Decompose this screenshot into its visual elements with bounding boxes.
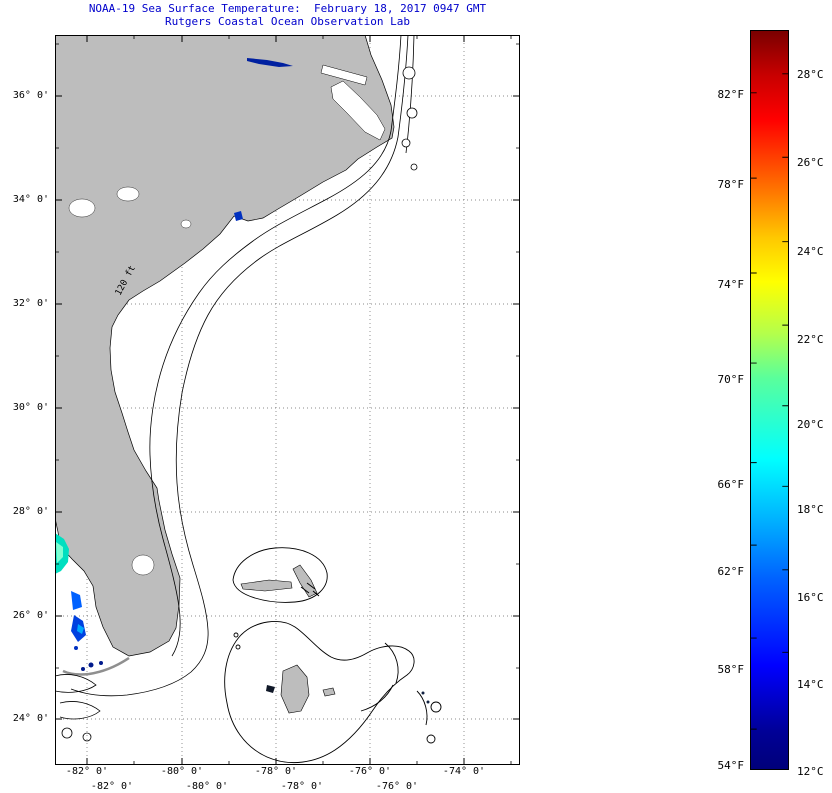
lake [116,186,140,202]
fahrenheit-label: 58°F [717,663,745,676]
y-tick-label: 36° 0' [12,90,49,101]
contour-loop [430,701,442,713]
sst-patch-cyan [77,624,84,634]
colorbar-ticks-right [782,73,788,653]
sst-patch-navy [426,700,430,704]
y-tick-label: 34° 0' [12,194,49,205]
andros-island [280,664,310,714]
x-tick-label: -78° 0' [254,766,298,777]
colorbar [750,30,789,770]
sst-patch-navy [81,667,85,671]
celsius-label: 12°C [797,765,824,778]
sst-patch-navy [99,661,103,665]
lake [68,198,96,218]
florida-bay-contour [55,674,97,693]
fahrenheit-label: 54°F [717,759,745,772]
abaco-island [292,564,318,598]
axis-minor-ticks [55,35,520,765]
sst-patch-navy [88,662,94,668]
lake-okeechobee [131,554,155,576]
grand-bahama-island [240,579,293,592]
colorbar-ticks [751,73,788,730]
cat-island [416,690,428,726]
colorbar-ticks-left [751,92,757,730]
y-tick-label: 28° 0' [12,506,49,517]
land-mass [55,35,395,657]
x-tick-label-row2: -78° 0' [280,781,324,792]
celsius-label: 22°C [797,333,824,346]
fahrenheit-label: 82°F [717,88,745,101]
fahrenheit-label: 78°F [717,178,745,191]
abaco-hatching [300,582,320,597]
x-tick-label: -76° 0' [348,766,392,777]
sst-patch-navy [247,58,293,67]
little-bahama-bank-outline [232,547,328,603]
x-tick-label: -74° 0' [442,766,486,777]
y-tick-label: 32° 0' [12,298,49,309]
depth-contour-inner [149,35,402,657]
celsius-label: 14°C [797,678,824,691]
figure-subtitle: Rutgers Coastal Ocean Observation Lab [164,15,411,28]
y-tick-label: 26° 0' [12,610,49,621]
x-tick-label: -82° 0' [65,766,109,777]
celsius-label: 24°C [797,245,824,258]
pamlico-sound-cutout [330,80,386,141]
new-providence-island [322,687,336,697]
map-plot: 120 ft [55,35,520,765]
sst-patch-navy [74,646,78,650]
axis-major-ticks [55,35,520,765]
celsius-label: 18°C [797,503,824,516]
fahrenheit-label: 66°F [717,478,745,491]
sst-patch-navy [266,685,275,693]
florida-keys [62,656,130,676]
contour-loop [410,163,418,171]
depth-contours [55,35,418,742]
fahrenheit-label: 74°F [717,278,745,291]
contour-loop [82,732,92,742]
sst-patch-blue [234,211,243,221]
figure-title: NOAA-19 Sea Surface Temperature: Februar… [88,2,487,15]
contour-loop [426,734,436,744]
sst-patch-cyan-light [56,542,63,563]
celsius-label: 28°C [797,68,824,81]
florida-bay-contour [59,701,101,720]
y-tick-label: 30° 0' [12,402,49,413]
fahrenheit-label: 70°F [717,373,745,386]
celsius-label: 20°C [797,418,824,431]
lake [180,219,192,229]
contour-loop [402,66,416,80]
great-bahama-bank-outline [224,620,415,763]
sst-patch-blue [71,591,82,610]
x-tick-label-row2: -80° 0' [185,781,229,792]
albemarle-sound-cutout [320,64,368,86]
plot-border [55,35,520,765]
depth-contour-120ft [70,35,409,697]
bimini-island [235,644,241,650]
bahama-banks [224,547,442,763]
x-tick-label: -80° 0' [160,766,204,777]
celsius-label: 16°C [797,591,824,604]
x-tick-label-row2: -76° 0' [375,781,419,792]
contour-loop [61,727,73,739]
bimini-island [233,632,239,638]
map-canvas: 120 ft [55,35,520,765]
x-tick-label-row2: -82° 0' [90,781,134,792]
fahrenheit-label: 62°F [717,565,745,578]
out-island [360,684,394,712]
eleuthera-island [384,642,399,684]
contour-loop [406,107,418,119]
sst-patch-navy [421,691,425,695]
y-tick-label: 24° 0' [12,713,49,724]
celsius-label: 26°C [797,156,824,169]
contour-loop [401,138,411,148]
